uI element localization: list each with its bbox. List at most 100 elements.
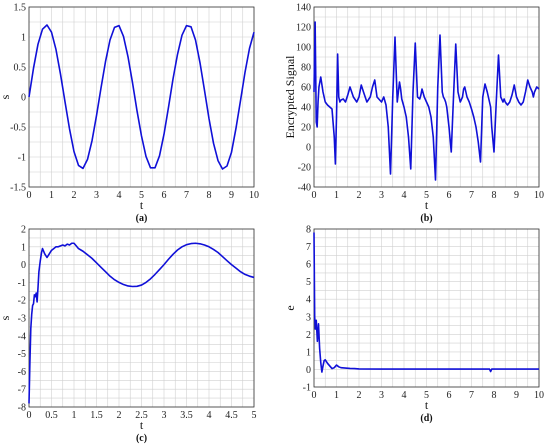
x-tick-label: 0 (27, 410, 32, 421)
y-tick-label: -1 (18, 153, 26, 164)
x-tick-label: 0 (312, 390, 317, 401)
series-line (313, 232, 539, 373)
x-tick-label: 7 (469, 390, 474, 401)
y-axis-label: s (0, 94, 12, 99)
y-tick-label: -20 (298, 163, 311, 174)
x-axis-label: t (425, 198, 429, 212)
y-tick-label: 2 (21, 225, 26, 236)
y-tick-label: -0.5 (10, 123, 26, 134)
x-tick-label: 2 (357, 390, 362, 401)
x-tick-label: 3 (162, 410, 167, 421)
x-tick-label: 1 (334, 190, 339, 201)
y-tick-label: -40 (298, 183, 311, 194)
y-tick-label: -5 (18, 349, 26, 360)
x-tick-label: 9 (514, 190, 519, 201)
x-tick-label: 5 (252, 410, 257, 421)
x-tick-label: 4 (117, 190, 122, 201)
panel-caption: (c) (136, 433, 147, 444)
y-axis-label: s (0, 315, 12, 320)
x-tick-label: 5 (424, 190, 429, 201)
panel-a: 0 1 2 3 4 5 6 7 8 9 10 -1.5 -1 -0.5 0 0.5 1 1.5 t s (a) (0, 3, 259, 225)
y-tick-label: 0.5 (14, 63, 27, 74)
x-tick-label: 10 (534, 390, 544, 401)
y-tick-label: 8 (306, 225, 311, 236)
x-tick-label: 0.5 (45, 410, 58, 421)
y-tick-label: 1 (306, 347, 311, 358)
panel-b: 0 1 2 3 4 5 6 7 8 9 10 -40 -20 0 20 40 60 80 100 120 140 t Enc… (283, 3, 544, 225)
x-tick-label: 8 (207, 190, 212, 201)
x-tick-label: 7 (184, 190, 189, 201)
y-tick-label: 80 (301, 63, 311, 74)
x-tick-label: 4 (207, 410, 212, 421)
x-tick-label: 6 (447, 390, 452, 401)
x-tick-label: 2 (357, 190, 362, 201)
y-tick-label: 1.5 (14, 3, 27, 14)
x-tick-label: 6 (447, 190, 452, 201)
x-axis-label: t (140, 418, 144, 432)
x-tick-label: 9 (514, 390, 519, 401)
y-tick-label: -4 (18, 331, 26, 342)
x-tick-label: 8 (492, 390, 497, 401)
x-tick-label: 3.5 (180, 410, 193, 421)
y-tick-label: -8 (18, 403, 26, 414)
y-tick-label: 2 (306, 330, 311, 341)
x-tick-label: 4.5 (225, 410, 238, 421)
y-tick-label: 3 (306, 312, 311, 323)
x-tick-label: 10 (249, 190, 259, 201)
y-tick-label: 5 (306, 277, 311, 288)
x-tick-label: 6 (162, 190, 167, 201)
x-tick-label: 7 (469, 190, 474, 201)
x-tick-label: 3 (379, 190, 384, 201)
y-tick-label: 140 (296, 3, 311, 14)
y-tick-label: 7 (306, 242, 311, 253)
axes-frame (313, 6, 540, 188)
y-tick-label: 0 (306, 365, 311, 376)
x-tick-label: 4 (402, 190, 407, 201)
x-tick-label: 1 (334, 390, 339, 401)
x-axis-label: t (425, 398, 429, 412)
y-tick-label: 40 (301, 103, 311, 114)
y-tick-label: 4 (306, 295, 311, 306)
y-tick-label: 0 (21, 93, 26, 104)
y-tick-label: -1 (18, 278, 26, 289)
x-axis-label: t (140, 198, 144, 212)
y-tick-label: -2 (18, 296, 26, 307)
x-tick-label: 1 (72, 410, 77, 421)
y-tick-label: -3 (18, 314, 26, 325)
x-tick-label: 2 (117, 410, 122, 421)
x-tick-label: 2.5 (135, 410, 148, 421)
series-line (313, 21, 540, 181)
series-line (28, 242, 255, 404)
y-tick-label: -1 (303, 383, 311, 394)
y-tick-label: 100 (296, 43, 311, 54)
y-tick-label: 1 (21, 33, 26, 44)
x-tick-label: 4 (402, 390, 407, 401)
y-tick-label: -1.5 (10, 183, 26, 194)
y-axis-label: e (283, 305, 297, 310)
x-tick-label: 5 (424, 390, 429, 401)
x-tick-label: 8 (492, 190, 497, 201)
x-tick-label: 5 (139, 190, 144, 201)
y-tick-label: -7 (18, 385, 26, 396)
x-tick-label: 0 (312, 190, 317, 201)
panel-caption: (b) (420, 213, 432, 224)
y-axis-label: Encrypted Signal (283, 55, 297, 139)
x-tick-label: 3 (379, 390, 384, 401)
y-tick-label: 0 (21, 260, 26, 271)
y-tick-label: -6 (18, 367, 26, 378)
x-tick-label: 1 (49, 190, 54, 201)
y-tick-label: 60 (301, 83, 311, 94)
series-line (28, 24, 255, 170)
x-tick-label: 2 (72, 190, 77, 201)
x-tick-label: 10 (534, 190, 544, 201)
panel-caption: (d) (420, 413, 432, 424)
panel-c: 0 0.5 1 1.5 2 2.5 3 3.5 4 4.5 5 -8 -7 -6 -5 -4 -3 -2 -1 0 1 2… (0, 225, 257, 445)
x-tick-label: 3 (94, 190, 99, 201)
x-tick-label: 1.5 (90, 410, 103, 421)
x-tick-label: 0 (27, 190, 32, 201)
y-tick-label: 120 (296, 23, 311, 34)
y-tick-label: 0 (306, 143, 311, 154)
panel-caption: (a) (136, 213, 148, 224)
